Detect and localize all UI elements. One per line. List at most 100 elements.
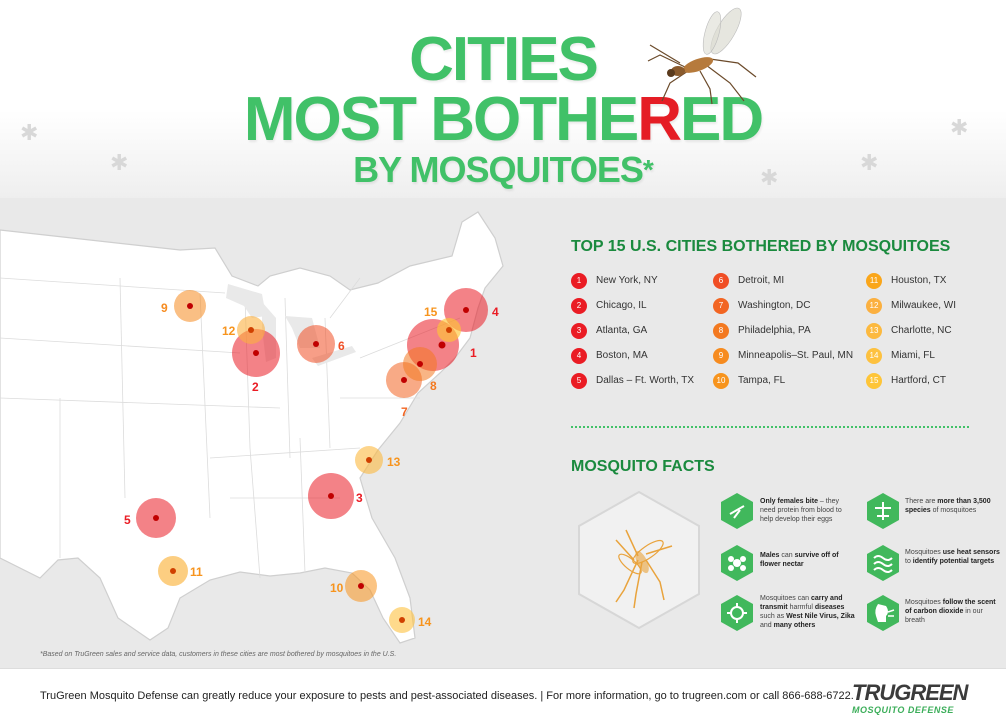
fact-carbon-dioxide: Mosquitoes follow the scent of carbon di… [905,598,1001,625]
marker-label: 2 [252,380,259,394]
title-line-2: MOST BOTHERED [0,88,1006,152]
city-name: Milwaukee, WI [891,300,957,311]
footnote: *Based on TruGreen sales and service dat… [40,651,397,658]
marker-charlotte[interactable] [355,446,383,474]
marker-detroit[interactable] [297,325,335,363]
fact-pre: Mosquitoes [905,599,943,606]
city-legend: 1 New York, NY 2 Chicago, IL 3 Atlanta, GA … [571,273,991,403]
legend-item: 10 Tampa, FL [713,373,785,391]
marker-label: 15 [424,305,438,319]
fact-text-2: such as [760,613,787,620]
flower-nectar-icon [721,545,753,581]
rank-badge: 13 [866,323,882,339]
city-name: Hartford, CT [891,375,947,386]
marker-label: 4 [492,305,499,319]
city-name: New York, NY [596,275,658,286]
title-line-1: CITIES [409,25,599,94]
rank-badge: 15 [866,373,882,389]
female-mosquito-biting-icon [721,493,753,529]
trugreen-logo[interactable]: TRUGREEN MOSQUITO DEFENSE [852,680,968,716]
marker-label: 14 [418,615,432,629]
marker-philadelphia[interactable] [403,347,437,381]
logo-sub: MOSQUITO DEFENSE [852,705,954,715]
fact-text-3: and [760,622,774,629]
city-name: Miami, FL [891,350,935,361]
footer-text: TruGreen Mosquito Defense can greatly re… [40,690,854,702]
fact-bold-2: identify potential targets [912,558,995,565]
legend-item: 12 Milwaukee, WI [866,298,956,316]
legend-item: 5 Dallas – Ft. Worth, TX [571,373,694,391]
city-name: Minneapolis–St. Paul, MN [738,350,854,361]
legend-item: 14 Miami, FL [866,348,935,366]
fact-text: – they need protein from blood to help d… [760,498,842,523]
rank-badge: 6 [713,273,729,289]
marker-label: 6 [338,339,345,353]
marker-label: 8 [430,379,437,393]
faded-mosquito-icon: ✱ [760,165,779,190]
title-line-3: BY MOSQUITOES* [0,150,1006,190]
fact-text: harmful [787,604,815,611]
fact-bold: Males [760,552,780,559]
rank-badge: 12 [866,298,882,314]
title-red-letter: R [637,85,682,154]
legend-item: 6 Detroit, MI [713,273,784,291]
fact-heat-sensors: Mosquitoes use heat sensors to identify … [905,548,1001,566]
footer [0,668,1006,724]
legend-item: 11 Houston, TX [866,273,946,291]
legend-item: 7 Washington, DC [713,298,810,316]
city-name: Atlanta, GA [596,325,648,336]
title-asterisk: * [642,154,654,185]
marker-label: 7 [401,405,408,419]
marker-tampa[interactable] [345,570,377,602]
legend-item: 3 Atlanta, GA [571,323,647,341]
fact-bold-4: many others [773,622,816,629]
breath-carbon-dioxide-icon [867,595,899,631]
marker-label: 12 [222,324,236,338]
city-name: Dallas – Ft. Worth, TX [596,375,694,386]
mosquito-hexagon-icon [578,490,700,630]
rank-badge: 5 [571,373,587,389]
fact-diseases: Mosquitoes can carry and transmit harmfu… [760,594,856,630]
city-name: Detroit, MI [738,275,785,286]
city-name: Philadelphia, PA [738,325,811,336]
marker-minneapolis[interactable] [174,290,206,322]
rank-badge: 11 [866,273,882,289]
marker-hartford[interactable] [437,318,461,342]
fact-males-nectar: Males can survive off of flower nectar [760,551,856,569]
logo-main: TRUGREEN [852,680,968,705]
city-name: Charlotte, NC [891,325,952,336]
title-line-3-text: BY MOSQUITOES [353,149,644,190]
section-divider [571,426,969,428]
fact-females-bite: Only females bite – they need protein fr… [760,497,856,524]
fact-bold-2: survive off of flower nectar [760,552,839,568]
marker-dallas[interactable] [136,498,176,538]
heat-waves-icon [867,545,899,581]
fact-bold: follow the scent of carbon dioxide [905,599,996,615]
marker-label: 13 [387,455,401,469]
marker-label: 1 [470,346,477,360]
fact-pre: Mosquitoes [905,549,943,556]
marker-atlanta[interactable] [308,473,354,519]
legend-item: 2 Chicago, IL [571,298,647,316]
rank-badge: 10 [713,373,729,389]
rank-badge: 7 [713,298,729,314]
species-count-icon [867,493,899,529]
legend-heading: TOP 15 U.S. CITIES BOTHERED BY MOSQUITOE… [571,238,951,255]
marker-miami[interactable] [389,607,415,633]
fact-bold: use heat sensors [942,549,1000,556]
city-name: Washington, DC [738,300,811,311]
fact-text: in our breath [905,608,983,624]
faded-mosquito-icon: ✱ [110,150,129,175]
fact-text: of mosquitoes [930,507,977,514]
legend-item: 13 Charlotte, NC [866,323,952,341]
marker-milwaukee[interactable] [237,316,265,344]
city-name: Houston, TX [891,275,947,286]
city-name: Tampa, FL [738,375,786,386]
city-markers: 1 2 3 4 5 6 7 [124,288,499,633]
marker-houston[interactable] [158,556,188,586]
marker-label: 9 [161,301,168,315]
legend-item: 4 Boston, MA [571,348,648,366]
title-line-2-b: ED [679,85,764,154]
fact-pre: There are [905,498,938,505]
legend-item: 1 New York, NY [571,273,658,291]
